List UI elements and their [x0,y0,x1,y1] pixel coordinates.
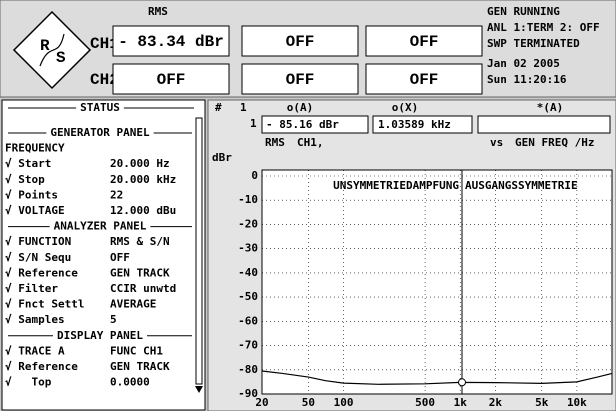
scrollbar[interactable] [195,117,203,385]
status-text: SWP TERMINATED [487,37,580,50]
status-text: ANL 1:TERM 2: OFF [487,21,600,34]
graph-header: 1 [240,101,247,114]
graph-header: *(A) [537,101,564,114]
item-label: √ FUNCTION [5,235,71,248]
logo-letter: S [56,49,66,67]
plot-area [261,169,613,395]
y-tick-label: -20 [238,217,258,230]
status-panel [1,99,206,411]
item-label: √ Filter [5,282,58,295]
status-text: GEN RUNNING [487,5,560,18]
item-value: GEN TRACK [110,360,170,373]
item-label: √ TRACE A [5,344,65,357]
item-value: CCIR unwtd [110,282,176,295]
display-box [365,63,483,95]
display-value: - 83.34 dBr [118,33,224,51]
display-value: OFF [157,71,186,89]
item-value: 22 [110,188,123,201]
panel-title: STATUS [80,101,120,114]
section-title: DISPLAY PANEL [57,329,143,342]
y-tick-label: -10 [238,193,258,206]
scroll-arrow[interactable] [195,386,203,393]
readout-box [261,115,369,134]
x-tick-label: 1k [454,396,468,409]
channel-label: CH2 [90,71,119,89]
x-tick-label: 100 [334,396,354,409]
display-value: OFF [286,71,315,89]
graph-header: # [215,101,222,114]
y-tick-label: -40 [238,266,258,279]
item-value: RMS & S/N [110,235,170,248]
y-tick-label: -60 [238,314,258,327]
y-axis-label: dBr [212,151,232,164]
annotation: AUSGANGSSYMMETRIE [465,179,578,192]
graph-header: o(X) [392,101,419,114]
item-label: √ Reference [5,266,78,279]
status-text: Sun 11:20:16 [487,73,567,86]
y-tick-label: -90 [238,387,258,400]
item-value: 20.000 Hz [110,157,170,170]
item-value: GEN TRACK [110,266,170,279]
display-box [241,63,359,95]
function-label: RMS [148,5,168,18]
channel-label: CH1 [90,35,119,53]
item-label: √ VOLTAGE [5,204,65,217]
status-text: Jan 02 2005 [487,57,560,70]
trace-label: CH1, [297,136,324,149]
item-label: FREQUENCY [5,142,65,155]
display-box [112,63,230,95]
x-tick-label: 500 [415,396,435,409]
x-tick-label: 5k [535,396,549,409]
display-value: OFF [286,33,315,51]
readout-value: - 85.16 dBr [266,118,339,131]
item-label: √ S/N Sequ [5,251,71,264]
item-value: OFF [110,251,130,264]
y-tick-label: -70 [238,339,258,352]
x-axis-label: GEN FREQ /Hz [515,136,594,149]
logo-swash [39,33,65,67]
item-label: √ Samples [5,313,65,326]
row-label: 1 [250,117,257,130]
x-tick-label: 20 [255,396,268,409]
item-value: 12.000 dBu [110,204,176,217]
y-tick-label: 0 [251,169,258,182]
trace-label: vs [490,136,503,149]
item-value: 20.000 kHz [110,173,176,186]
y-tick-label: -80 [238,363,258,376]
y-tick-label: -50 [238,290,258,303]
readout-box [372,115,473,134]
item-value: FUNC CH1 [110,344,163,357]
section-title: ANALYZER PANEL [54,220,147,233]
item-label: √ Start [5,157,51,170]
readout-value: 1.03589 kHz [378,118,451,131]
trace-label: RMS [265,136,285,149]
item-value: 0.0000 [110,376,150,389]
display-value: OFF [410,71,439,89]
display-box [365,25,483,57]
display-value: OFF [410,33,439,51]
readout-box [477,115,611,134]
item-label: √ Reference [5,360,78,373]
logo-letter: R [40,37,50,55]
item-label: √ Fnct Settl [5,298,84,311]
trace [261,370,613,385]
x-tick-label: 10k [567,396,587,409]
item-label: √ Stop [5,173,45,186]
item-value: 5 [110,313,117,326]
display-box [241,25,359,57]
cursor-marker [457,378,466,387]
graph-header: o(A) [287,101,314,114]
y-tick-label: -30 [238,242,258,255]
display-box [112,25,230,57]
section-title: GENERATOR PANEL [50,126,150,139]
annotation: UNSYMMETRIEDAMPFUNG [333,179,459,192]
item-value: AVERAGE [110,298,156,311]
x-tick-label: 2k [489,396,503,409]
item-label: √ Top [5,376,52,389]
x-tick-label: 50 [302,396,315,409]
item-label: √ Points [5,188,58,201]
